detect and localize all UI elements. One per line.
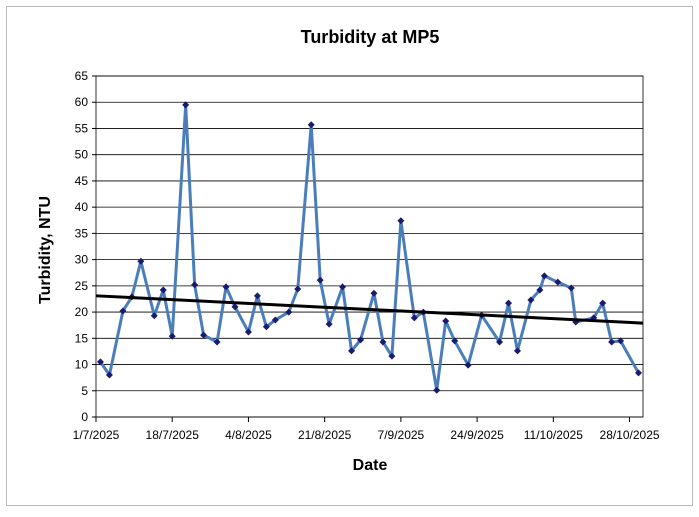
y-tick-label: 50 xyxy=(75,148,89,162)
x-tick-label: 4/8/2025 xyxy=(225,428,272,442)
data-point xyxy=(271,316,279,324)
y-tick-label: 65 xyxy=(75,69,89,83)
y-tick-label: 35 xyxy=(75,226,89,240)
y-tick-label: 0 xyxy=(81,410,88,424)
data-point xyxy=(339,283,347,291)
x-axis-label: Date xyxy=(353,457,388,474)
data-point xyxy=(182,101,190,109)
y-tick-label: 45 xyxy=(75,174,89,188)
chart-title: Turbidity at MP5 xyxy=(301,27,440,47)
plot-frame xyxy=(95,75,644,418)
data-point xyxy=(231,303,239,311)
data-point xyxy=(222,283,230,291)
x-tick-label: 21/8/2025 xyxy=(298,428,352,442)
data-point xyxy=(527,296,535,304)
data-point xyxy=(617,337,625,345)
data-point xyxy=(433,386,441,394)
y-tick-label: 25 xyxy=(75,279,89,293)
y-tick-label: 10 xyxy=(75,358,89,372)
data-point xyxy=(635,369,643,377)
y-tick-label: 20 xyxy=(75,305,89,319)
data-point xyxy=(348,347,356,355)
data-point xyxy=(253,292,261,300)
data-point xyxy=(150,312,158,320)
data-point xyxy=(410,314,418,322)
data-point xyxy=(307,121,315,129)
data-point xyxy=(536,286,544,294)
data-point xyxy=(379,338,387,346)
data-point xyxy=(213,338,221,346)
data-point xyxy=(168,332,176,340)
x-tick-label: 11/10/2025 xyxy=(524,428,583,442)
data-point xyxy=(244,328,252,336)
data-point xyxy=(262,323,270,331)
y-tick-label: 5 xyxy=(81,384,88,398)
x-tick-label: 1/7/2025 xyxy=(73,428,120,442)
y-tick-label: 15 xyxy=(75,331,89,345)
y-tick-label: 60 xyxy=(75,95,89,109)
y-axis-label: Turbidity, NTU xyxy=(37,196,54,304)
x-tick-label: 7/9/2025 xyxy=(378,428,425,442)
data-point xyxy=(325,320,333,328)
data-point xyxy=(397,217,405,225)
data-point xyxy=(388,352,396,360)
chart-frame xyxy=(6,6,693,506)
data-point xyxy=(554,278,562,286)
y-tick-label: 55 xyxy=(75,121,89,135)
data-point xyxy=(119,307,127,315)
data-point xyxy=(599,299,607,307)
data-point xyxy=(159,286,167,294)
data-point xyxy=(464,361,472,369)
data-point xyxy=(137,257,145,265)
x-tick-label: 18/7/2025 xyxy=(146,428,200,442)
data-point xyxy=(608,338,616,346)
data-point xyxy=(357,336,365,344)
data-point xyxy=(200,331,208,339)
data-point xyxy=(105,371,113,379)
data-point xyxy=(442,317,450,325)
x-tick-label: 24/9/2025 xyxy=(450,428,504,442)
data-point xyxy=(504,299,512,307)
data-point xyxy=(294,285,302,293)
data-point xyxy=(370,289,378,297)
data-point xyxy=(496,338,504,346)
data-point xyxy=(96,358,104,366)
data-point xyxy=(567,284,575,292)
data-point xyxy=(285,308,293,316)
data-point xyxy=(316,276,324,284)
data-point xyxy=(451,337,459,345)
y-tick-label: 40 xyxy=(75,200,89,214)
data-point xyxy=(540,272,548,280)
x-tick-label: 28/10/2025 xyxy=(600,428,660,442)
data-point xyxy=(191,281,199,289)
y-tick-label: 30 xyxy=(75,253,89,267)
trend-line xyxy=(95,294,644,325)
data-point xyxy=(513,347,521,355)
